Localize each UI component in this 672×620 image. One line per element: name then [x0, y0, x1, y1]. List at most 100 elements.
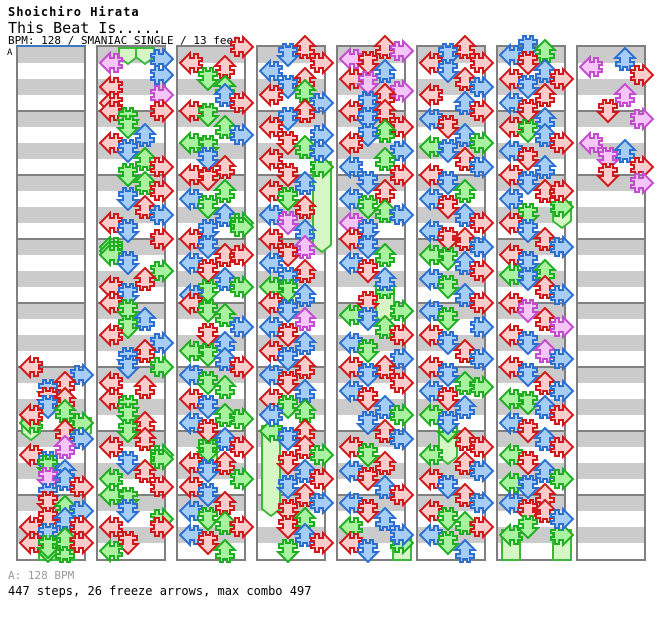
arrow-right-icon: [230, 123, 254, 147]
arrow-down-icon: [276, 187, 300, 211]
arrow-down-icon: [356, 235, 380, 259]
arrow-right-icon: [470, 347, 494, 371]
arrow-right-icon: [390, 163, 414, 187]
arrow-left-icon: [499, 523, 523, 547]
arrow-left-icon: [259, 147, 283, 171]
arrow-right-icon: [310, 443, 334, 467]
arrow-right-icon: [390, 427, 414, 451]
arrow-right-icon: [150, 203, 174, 227]
arrow-right-icon: [630, 107, 654, 131]
arrow-up-icon: [293, 283, 317, 307]
arrow-down-icon: [276, 163, 300, 187]
arrow-down-icon: [436, 363, 460, 387]
arrow-right-icon: [230, 91, 254, 115]
arrow-left-icon: [179, 51, 203, 75]
arrow-down-icon: [516, 391, 540, 415]
arrow-right-icon: [150, 355, 174, 379]
arrow-left-icon: [339, 131, 363, 155]
arrow-right-icon: [230, 243, 254, 267]
arrow-down-icon: [436, 475, 460, 499]
arrow-right-icon: [310, 51, 334, 75]
arrow-right-icon: [70, 515, 94, 539]
arrow-right-icon: [310, 91, 334, 115]
arrow-up-icon: [213, 179, 237, 203]
arrow-right-icon: [150, 515, 174, 539]
measure-line: [418, 110, 484, 112]
artist-name: Shoichiro Hirata: [8, 5, 140, 19]
arrow-right-icon: [230, 275, 254, 299]
freeze-arrow-body: [135, 47, 155, 65]
arrow-right-icon: [470, 51, 494, 75]
arrow-down-icon: [436, 531, 460, 555]
arrow-down-icon: [36, 535, 60, 559]
arrow-right-icon: [550, 283, 574, 307]
arrow-up-icon: [453, 395, 477, 419]
arrow-down-icon: [516, 451, 540, 475]
arrow-left-icon: [99, 467, 123, 491]
arrow-up-icon: [293, 99, 317, 123]
arrow-right-icon: [70, 411, 94, 435]
arrow-up-icon: [133, 375, 157, 399]
measure-line: [18, 174, 84, 176]
arrow-up-icon: [533, 83, 557, 107]
arrow-right-icon: [230, 435, 254, 459]
arrow-right-icon: [70, 531, 94, 555]
arrow-down-icon: [196, 439, 220, 463]
arrow-right-icon: [70, 427, 94, 451]
arrow-right-icon: [310, 155, 334, 179]
arrow-up-icon: [213, 375, 237, 399]
arrow-up-icon: [213, 451, 237, 475]
arrow-up-icon: [453, 35, 477, 59]
arrow-down-icon: [36, 395, 60, 419]
arrow-up-icon: [133, 427, 157, 451]
arrow-down-icon: [276, 451, 300, 475]
arrow-right-icon: [150, 447, 174, 471]
arrow-down-icon: [276, 75, 300, 99]
arrow-right-icon: [310, 123, 334, 147]
arrow-right-icon: [550, 67, 574, 91]
arrow-up-icon: [453, 179, 477, 203]
arrow-up-icon: [373, 507, 397, 531]
arrow-right-icon: [470, 155, 494, 179]
arrow-up-icon: [293, 307, 317, 331]
arrow-left-icon: [99, 323, 123, 347]
arrow-left-icon: [419, 83, 443, 107]
arrow-up-icon: [293, 195, 317, 219]
measure-line: [18, 430, 84, 432]
measure-line: [18, 238, 84, 240]
arrow-down-icon: [276, 371, 300, 395]
arrow-down-icon: [436, 171, 460, 195]
arrow-up-icon: [293, 355, 317, 379]
arrow-right-icon: [470, 491, 494, 515]
arrow-left-icon: [99, 371, 123, 395]
arrow-down-icon: [196, 67, 220, 91]
arrow-down-icon: [356, 411, 380, 435]
arrow-down-icon: [196, 459, 220, 483]
arrow-right-icon: [390, 79, 414, 103]
measure-line: [578, 494, 644, 496]
arrow-right-icon: [230, 215, 254, 239]
arrow-right-icon: [470, 235, 494, 259]
arrow-down-icon: [196, 259, 220, 283]
measure-line: [18, 366, 84, 368]
arrow-down-icon: [196, 323, 220, 347]
arrow-down-icon: [516, 475, 540, 499]
arrow-right-icon: [390, 323, 414, 347]
arrow-up-icon: [373, 59, 397, 83]
arrow-right-icon: [390, 523, 414, 547]
arrow-right-icon: [150, 331, 174, 355]
arrow-down-icon: [436, 195, 460, 219]
arrow-down-icon: [516, 331, 540, 355]
arrow-right-icon: [310, 467, 334, 491]
arrow-down-icon: [116, 531, 140, 555]
arrow-left-icon: [419, 443, 443, 467]
arrow-right-icon: [150, 259, 174, 283]
arrow-down-icon: [196, 103, 220, 127]
arrow-up-icon: [133, 339, 157, 363]
arrow-right-icon: [310, 139, 334, 163]
arrow-right-icon: [150, 155, 174, 179]
arrow-down-icon: [356, 307, 380, 331]
arrow-right-icon: [390, 139, 414, 163]
measure-line: [578, 302, 644, 304]
arrow-down-icon: [116, 187, 140, 211]
